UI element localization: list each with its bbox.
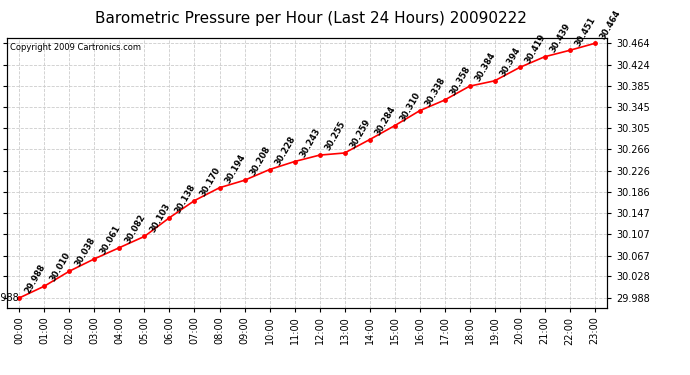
Text: 30.451: 30.451	[574, 15, 598, 48]
Text: 30.194: 30.194	[224, 153, 248, 185]
Text: 30.061: 30.061	[99, 224, 123, 256]
Text: 30.228: 30.228	[274, 134, 297, 167]
Text: 30.138: 30.138	[174, 183, 197, 215]
Text: 30.394: 30.394	[499, 46, 522, 78]
Text: 30.384: 30.384	[474, 51, 497, 83]
Text: 30.419: 30.419	[524, 32, 548, 64]
Text: 30.170: 30.170	[199, 165, 222, 198]
Text: 29.988: 29.988	[23, 263, 48, 295]
Text: 30.082: 30.082	[124, 213, 148, 245]
Text: 29.988: 29.988	[0, 293, 19, 303]
Text: Barometric Pressure per Hour (Last 24 Hours) 20090222: Barometric Pressure per Hour (Last 24 Ho…	[95, 11, 526, 26]
Text: 30.284: 30.284	[374, 104, 397, 137]
Text: 30.310: 30.310	[399, 91, 422, 123]
Text: Copyright 2009 Cartronics.com: Copyright 2009 Cartronics.com	[10, 43, 141, 52]
Text: 30.038: 30.038	[74, 236, 97, 268]
Text: 30.255: 30.255	[324, 120, 348, 152]
Text: 30.243: 30.243	[299, 126, 323, 159]
Text: 30.358: 30.358	[448, 65, 473, 97]
Text: 30.439: 30.439	[549, 22, 573, 54]
Text: 30.103: 30.103	[148, 201, 172, 234]
Text: 30.338: 30.338	[424, 76, 448, 108]
Text: 30.464: 30.464	[599, 8, 623, 40]
Text: 30.010: 30.010	[48, 251, 72, 284]
Text: 30.259: 30.259	[348, 118, 373, 150]
Text: 30.208: 30.208	[248, 145, 273, 177]
